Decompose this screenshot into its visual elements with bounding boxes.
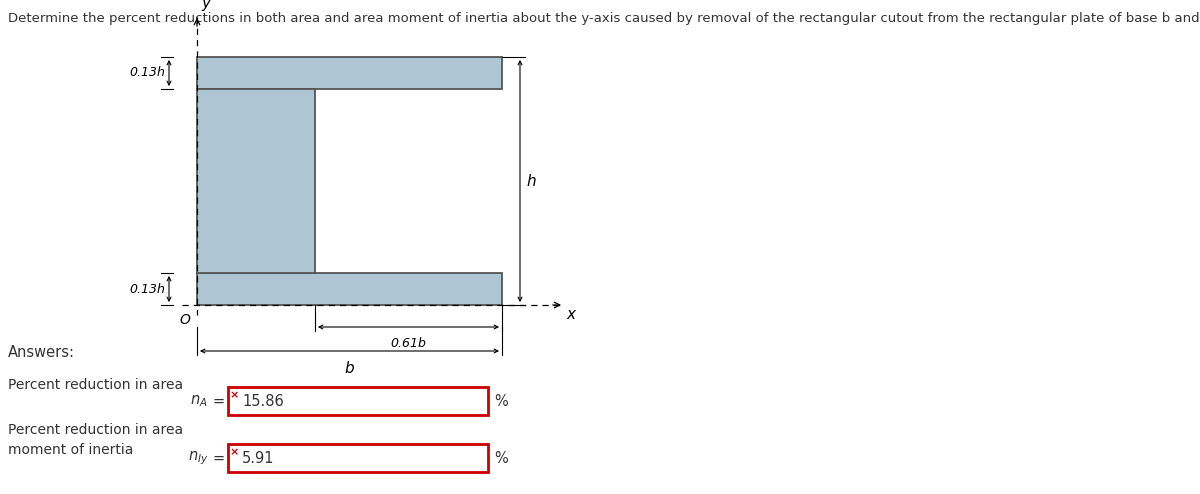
Text: 0.13h: 0.13h <box>130 283 166 295</box>
Text: 0.13h: 0.13h <box>130 67 166 80</box>
Text: ×: × <box>230 390 239 400</box>
Text: %: % <box>494 451 508 465</box>
Bar <box>197 57 502 89</box>
Text: =: = <box>212 451 224 465</box>
Bar <box>197 89 314 273</box>
Text: Determine the percent reductions in both area and area moment of inertia about t: Determine the percent reductions in both… <box>8 12 1200 25</box>
Text: Percent reduction in area: Percent reduction in area <box>8 423 184 437</box>
Text: 15.86: 15.86 <box>242 394 283 409</box>
Bar <box>197 273 502 305</box>
Text: Percent reduction in area: Percent reduction in area <box>8 378 184 392</box>
Text: y: y <box>202 0 210 11</box>
Text: b: b <box>344 361 354 376</box>
FancyBboxPatch shape <box>228 387 488 415</box>
Text: x: x <box>566 307 575 322</box>
Text: moment of inertia: moment of inertia <box>8 443 133 457</box>
Text: O: O <box>179 313 190 327</box>
Text: %: % <box>494 394 508 409</box>
FancyBboxPatch shape <box>228 444 488 472</box>
Text: h: h <box>526 173 535 189</box>
Text: =: = <box>212 394 224 409</box>
Text: $n_A$: $n_A$ <box>191 393 208 409</box>
Text: 0.61b: 0.61b <box>390 337 426 350</box>
Text: ×: × <box>230 447 239 457</box>
Text: Answers:: Answers: <box>8 345 74 360</box>
Text: $n_{Iy}$: $n_{Iy}$ <box>187 449 208 467</box>
Text: 5.91: 5.91 <box>242 451 275 465</box>
